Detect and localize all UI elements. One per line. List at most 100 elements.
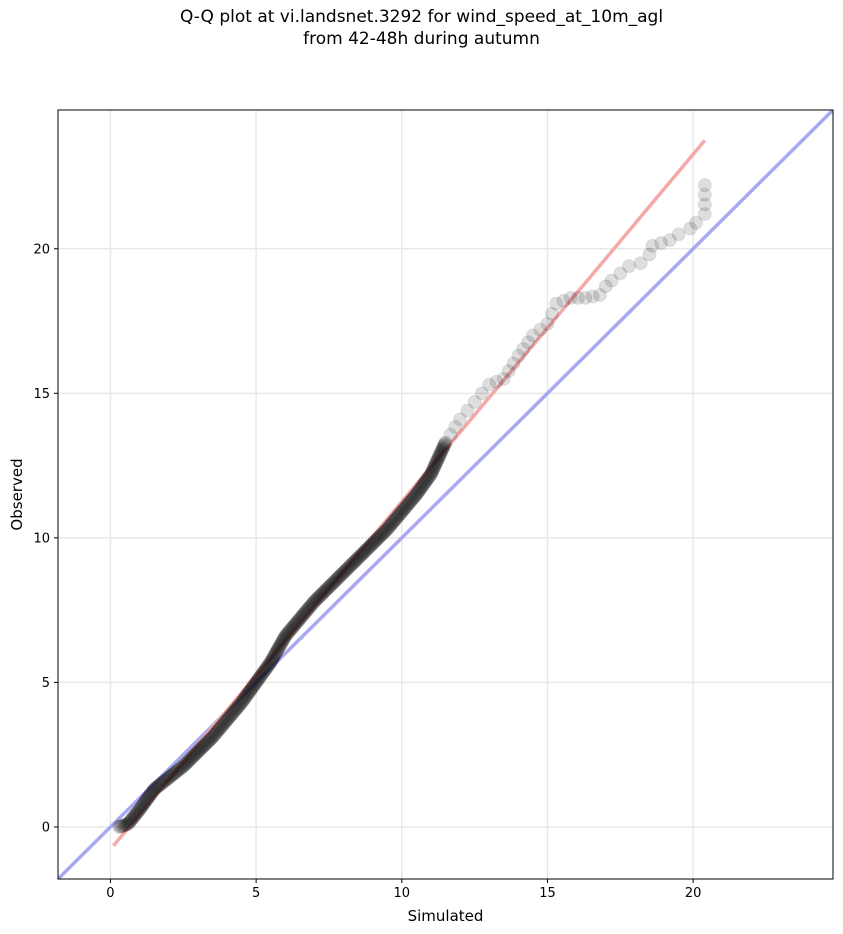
- data-point: [426, 461, 441, 476]
- data-point: [563, 290, 578, 305]
- data-point: [270, 642, 285, 657]
- data-point: [225, 706, 240, 721]
- data-point: [193, 742, 208, 757]
- data-point: [114, 819, 129, 834]
- data-point: [170, 764, 185, 779]
- ticks: 0 5 10 15 20 0 5 10 15 20: [33, 242, 701, 901]
- data-point: [592, 288, 607, 303]
- data-point: [421, 470, 436, 485]
- data-point: [125, 810, 140, 825]
- data-point: [267, 648, 282, 663]
- data-point: [370, 532, 385, 547]
- data-point: [223, 708, 238, 723]
- data-point: [266, 650, 281, 665]
- data-point: [303, 599, 318, 614]
- reference-line: [58, 110, 833, 879]
- data-point: [291, 613, 306, 628]
- data-point: [253, 669, 268, 684]
- data-point: [434, 443, 449, 458]
- data-point: [120, 817, 135, 832]
- data-point: [242, 684, 257, 699]
- data-point: [205, 730, 220, 745]
- data-point: [203, 732, 218, 747]
- data-point: [252, 671, 267, 686]
- data-point: [697, 207, 712, 222]
- data-point: [224, 707, 239, 722]
- data-point: [379, 523, 394, 538]
- data-point: [429, 454, 444, 469]
- data-point: [302, 600, 317, 615]
- data-point: [142, 788, 157, 803]
- data-point: [304, 597, 319, 612]
- data-point: [231, 698, 246, 713]
- data-point: [187, 748, 202, 763]
- data-point: [272, 639, 287, 654]
- data-point: [314, 587, 329, 602]
- data-point: [236, 693, 251, 708]
- data-point: [263, 655, 278, 670]
- data-point: [358, 543, 373, 558]
- data-point: [279, 628, 294, 643]
- data-point: [143, 787, 158, 802]
- data-point: [190, 744, 205, 759]
- data-point: [228, 702, 243, 717]
- data-point: [213, 721, 228, 736]
- data-point: [134, 800, 149, 815]
- data-point: [255, 666, 270, 681]
- data-point: [144, 785, 159, 800]
- data-point: [217, 716, 232, 731]
- data-point: [132, 802, 147, 817]
- data-point: [525, 328, 540, 343]
- data-point: [426, 462, 441, 477]
- data-point: [214, 719, 229, 734]
- data-point: [368, 533, 383, 548]
- data-point: [258, 662, 273, 677]
- data-point: [201, 733, 216, 748]
- data-point: [325, 576, 340, 591]
- data-point: [291, 612, 306, 627]
- data-point: [277, 630, 292, 645]
- data-point: [425, 464, 440, 479]
- data-point: [416, 477, 431, 492]
- data-point: [300, 602, 315, 617]
- y-tick-label: 0: [42, 820, 50, 835]
- data-point: [177, 758, 192, 773]
- data-point: [437, 436, 452, 451]
- data-point: [243, 682, 258, 697]
- data-point: [227, 703, 242, 718]
- data-point: [330, 571, 345, 586]
- data-point: [126, 809, 141, 824]
- data-point: [364, 537, 379, 552]
- data-point: [331, 570, 346, 585]
- data-point: [234, 695, 249, 710]
- data-point: [374, 527, 389, 542]
- data-point: [385, 516, 400, 531]
- data-point: [306, 595, 321, 610]
- chart-title: Q-Q plot at vi.landsnet.3292 for wind_sp…: [0, 6, 843, 50]
- data-point: [460, 403, 475, 418]
- data-point: [645, 238, 660, 253]
- data-point: [392, 507, 407, 522]
- data-point: [219, 712, 234, 727]
- data-point: [246, 679, 261, 694]
- x-tick-label: 20: [685, 886, 702, 901]
- data-point: [496, 371, 511, 386]
- data-point: [506, 356, 521, 371]
- data-point: [297, 606, 312, 621]
- data-point: [410, 486, 425, 501]
- data-point: [318, 583, 333, 598]
- data-point: [266, 649, 281, 664]
- data-point: [425, 463, 440, 478]
- data-point: [182, 752, 197, 767]
- data-point: [241, 686, 256, 701]
- data-point: [308, 593, 323, 608]
- data-point: [162, 769, 177, 784]
- data-point: [516, 341, 531, 356]
- data-point: [435, 441, 450, 456]
- data-point: [362, 539, 377, 554]
- data-points: [112, 178, 712, 834]
- data-point: [436, 440, 451, 455]
- data-point: [259, 660, 274, 675]
- data-point: [183, 752, 198, 767]
